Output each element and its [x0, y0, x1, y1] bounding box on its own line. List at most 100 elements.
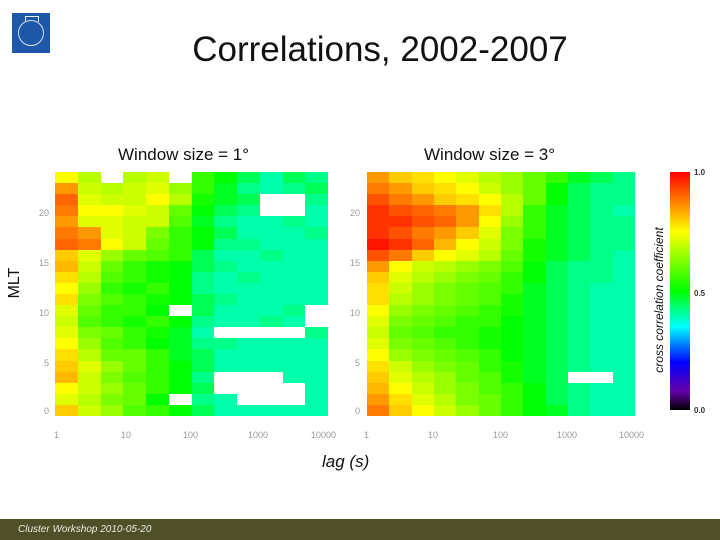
heatmap-cell	[282, 249, 306, 261]
heatmap-cell	[237, 271, 260, 283]
heatmap-cell	[501, 404, 524, 416]
heatmap-cell	[237, 393, 260, 405]
heatmap-cell	[523, 227, 546, 239]
heatmap-cell	[100, 349, 124, 361]
heatmap-cell	[411, 260, 434, 272]
heatmap-cell	[590, 349, 613, 361]
heatmap-cell	[568, 227, 591, 239]
y-tick-label: 20	[349, 208, 360, 218]
heatmap-cell	[501, 260, 524, 272]
heatmap-cell	[259, 327, 283, 339]
heatmap-cell	[305, 227, 328, 239]
heatmap-cell	[237, 316, 260, 328]
heatmap-cell	[389, 360, 412, 372]
kth-logo-icon	[12, 13, 50, 53]
heatmap-cell	[100, 393, 124, 405]
heatmap-cell	[168, 371, 192, 383]
heatmap-cell	[568, 371, 591, 383]
heatmap-cell	[214, 238, 237, 250]
x-tick-label: 100	[493, 430, 509, 440]
heatmap-cell	[411, 205, 434, 217]
heatmap-cell	[77, 227, 101, 239]
heatmap-cell	[411, 293, 434, 306]
heatmap-cell	[305, 183, 328, 195]
heatmap-cell	[367, 349, 390, 361]
heatmap-cell	[367, 316, 390, 328]
heatmap-cell	[237, 404, 260, 416]
heatmap-cell	[434, 316, 457, 328]
heatmap-cell	[411, 227, 434, 239]
heatmap-cell	[123, 371, 146, 383]
heatmap-window-1	[55, 172, 328, 416]
heatmap-cell	[191, 371, 215, 383]
heatmap-cell	[214, 316, 237, 328]
y-axis-label: MLT	[6, 267, 23, 299]
heatmap-cell	[434, 282, 457, 294]
heatmap-cell	[478, 271, 501, 283]
heatmap-cell	[55, 338, 78, 350]
footer-bar: Cluster Workshop 2010-05-20	[0, 519, 720, 540]
heatmap-cell	[612, 327, 635, 339]
heatmap-cell	[501, 216, 524, 228]
heatmap-cell	[259, 238, 283, 250]
heatmap-cell	[282, 172, 306, 184]
heatmap-cell	[55, 360, 78, 372]
heatmap-cell	[259, 393, 283, 405]
heatmap-cell	[168, 349, 192, 361]
heatmap-cell	[590, 249, 613, 261]
heatmap-cell	[259, 249, 283, 261]
heatmap-cell	[100, 316, 124, 328]
heatmap-cell	[367, 172, 390, 184]
heatmap-cell	[411, 249, 434, 261]
heatmap-cell	[389, 382, 412, 394]
heatmap-cell	[523, 216, 546, 228]
heatmap-cell	[545, 338, 568, 350]
heatmap-cell	[191, 327, 215, 339]
heatmap-cell	[367, 249, 390, 261]
heatmap-cell	[191, 404, 215, 416]
heatmap-cell	[191, 205, 215, 217]
heatmap-cell	[259, 338, 283, 350]
heatmap-cell	[523, 183, 546, 195]
heatmap-cell	[367, 371, 390, 383]
heatmap-cell	[191, 183, 215, 195]
heatmap-cell	[259, 216, 283, 228]
heatmap-cell	[411, 338, 434, 350]
heatmap-cell	[123, 260, 146, 272]
heatmap-cell	[123, 172, 146, 184]
heatmap-cell	[568, 271, 591, 283]
heatmap-cell	[434, 305, 457, 317]
heatmap-cell	[612, 382, 635, 394]
heatmap-cell	[367, 327, 390, 339]
heatmap-cell	[55, 194, 78, 206]
heatmap-cell	[77, 338, 101, 350]
heatmap-cell	[100, 249, 124, 261]
heatmap-cell	[237, 172, 260, 184]
heatmap-cell	[146, 316, 169, 328]
heatmap-cell	[456, 260, 479, 272]
heatmap-cell	[77, 393, 101, 405]
heatmap-cell	[568, 238, 591, 250]
heatmap-cell	[411, 349, 434, 361]
heatmap-cell	[168, 194, 192, 206]
heatmap-cell	[259, 282, 283, 294]
heatmap-cell	[367, 183, 390, 195]
heatmap-cell	[168, 249, 192, 261]
heatmap-cell	[100, 227, 124, 239]
heatmap-cell	[168, 172, 192, 184]
heatmap-cell	[77, 316, 101, 328]
heatmap-cell	[367, 393, 390, 405]
heatmap-cell	[123, 382, 146, 394]
heatmap-cell	[434, 404, 457, 416]
heatmap-cell	[77, 371, 101, 383]
heatmap-cell	[523, 349, 546, 361]
heatmap-cell	[545, 227, 568, 239]
heatmap-cell	[100, 382, 124, 394]
heatmap-cell	[100, 172, 124, 184]
heatmap-cell	[282, 404, 306, 416]
heatmap-cell	[612, 360, 635, 372]
heatmap-cell	[191, 238, 215, 250]
heatmap-cell	[612, 349, 635, 361]
heatmap-cell	[478, 238, 501, 250]
heatmap-cell	[456, 338, 479, 350]
